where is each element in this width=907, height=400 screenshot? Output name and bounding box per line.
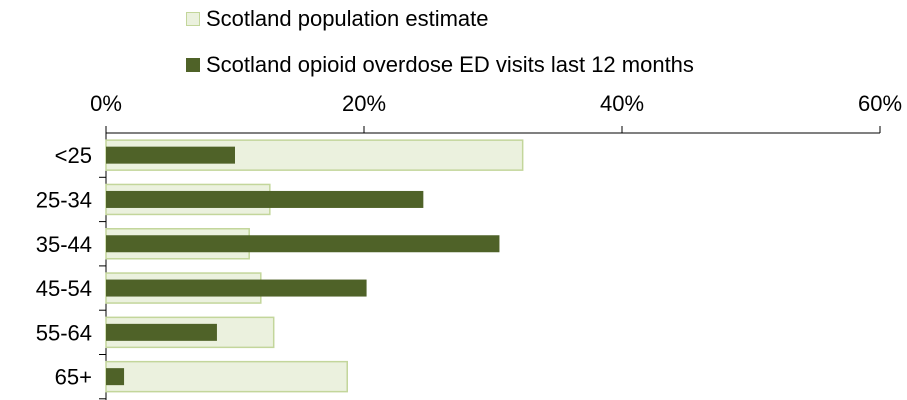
category-label: 55-64 <box>36 320 92 345</box>
bar-ed-visits <box>106 279 367 297</box>
bar-ed-visits <box>106 368 125 386</box>
legend-swatch-ed-visits <box>186 58 200 72</box>
category-label: <25 <box>55 143 92 168</box>
legend-label-ed-visits: Scotland opioid overdose ED visits last … <box>206 52 694 77</box>
chart-legend: Scotland population estimate Scotland op… <box>186 4 694 96</box>
x-tick-label: 40% <box>600 91 644 116</box>
bar-ed-visits <box>106 146 235 164</box>
x-tick-label: 20% <box>342 91 386 116</box>
bar-ed-visits <box>106 235 500 253</box>
bar-ed-visits <box>106 190 424 208</box>
category-label: 25-34 <box>36 187 92 212</box>
legend-swatch-population <box>186 12 200 26</box>
legend-item-population: Scotland population estimate <box>186 4 694 34</box>
category-label: 65+ <box>55 365 92 390</box>
bar-ed-visits <box>106 323 217 341</box>
x-tick-label: 0% <box>90 91 122 116</box>
bar-population <box>105 360 348 393</box>
legend-item-ed-visits: Scotland opioid overdose ED visits last … <box>186 50 694 80</box>
x-tick-label: 60% <box>858 91 902 116</box>
legend-label-population: Scotland population estimate <box>206 6 489 31</box>
category-label: 45-54 <box>36 276 92 301</box>
category-label: 35-44 <box>36 232 92 257</box>
